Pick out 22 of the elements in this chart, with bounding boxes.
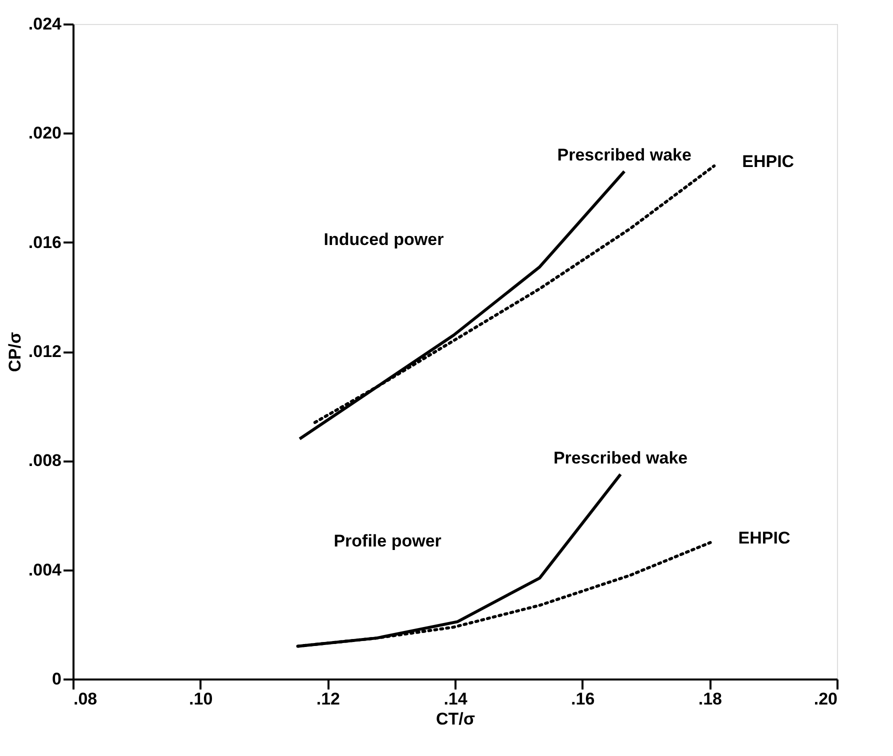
- x-tick-label: .16: [571, 690, 595, 708]
- x-tick-label: .20: [814, 690, 838, 708]
- x-tick-label: .10: [189, 690, 213, 708]
- y-tick-label: .020: [28, 124, 62, 143]
- annotation: Profile power: [334, 532, 442, 551]
- y-tick-label: 0: [52, 670, 62, 688]
- y-tick-label: .024: [28, 14, 62, 34]
- y-tick-label: .004: [28, 560, 62, 580]
- y-tick-label: .008: [28, 451, 62, 470]
- x-tick-label: .14: [444, 690, 468, 708]
- series-label: EHPIC: [738, 528, 790, 548]
- series-label: Prescribed wake: [553, 448, 688, 468]
- y-axis-title: CP/σ: [5, 332, 24, 372]
- y-tick-label: .016: [28, 232, 62, 252]
- x-axis-title: CT/σ: [436, 710, 476, 728]
- series-label: EHPIC: [742, 152, 794, 171]
- series-label: Prescribed wake: [557, 145, 692, 164]
- x-tick-label: .12: [316, 690, 340, 708]
- x-tick-label: .08: [74, 690, 98, 708]
- y-tick-label: .012: [28, 342, 62, 361]
- x-tick-label: .18: [698, 690, 722, 708]
- annotation: Induced power: [324, 230, 444, 250]
